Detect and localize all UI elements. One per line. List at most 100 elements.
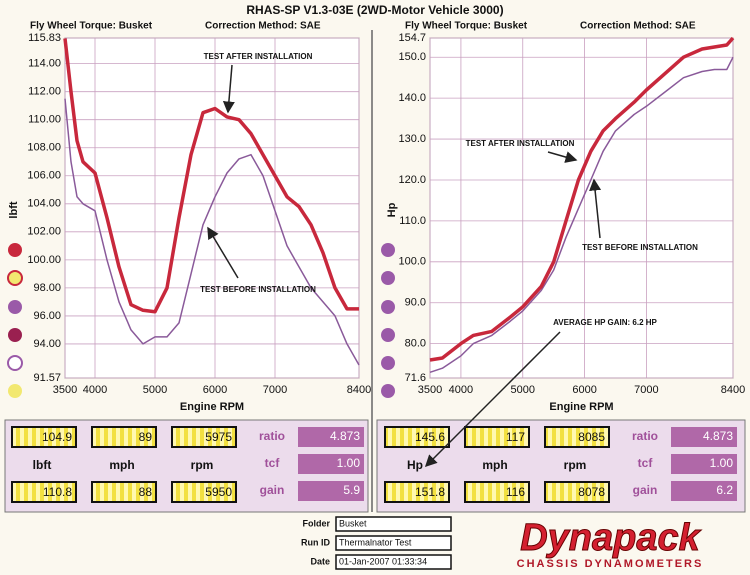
info: Fly Wheel Torque: Busket [30, 21, 153, 32]
y-tick-label: 90.0 [405, 297, 426, 309]
x-tick-label: 3500 [418, 384, 442, 396]
param-box [671, 454, 737, 474]
param-label: gain [260, 483, 285, 497]
field-label: Folder [302, 518, 330, 528]
param-box [671, 481, 737, 501]
param-value: 4.873 [330, 429, 360, 443]
y-tick-label: 80.0 [405, 338, 426, 350]
param-value: 4.873 [703, 429, 733, 443]
y-tick-label: 108.00 [27, 142, 61, 154]
x-tick-label: 4000 [449, 384, 473, 396]
title: RHAS-SP V1.3-03E (2WD-Motor Vehicle 3000… [246, 3, 503, 17]
param-box [298, 481, 364, 501]
info: Fly Wheel Torque: Busket [405, 21, 528, 32]
y-tick-label: 96.00 [33, 310, 61, 322]
param-label: ratio [632, 429, 658, 443]
y-tick-label: 150.0 [398, 51, 426, 63]
value: 145.6 [415, 430, 445, 444]
y-tick-label: 100.00 [27, 254, 61, 266]
unit: rpm [191, 458, 214, 472]
info: Correction Method: SAE [205, 21, 321, 32]
y-tick-label: 140.0 [398, 92, 426, 104]
annotation: TEST AFTER INSTALLATION [204, 52, 313, 61]
field-box [335, 554, 452, 570]
arrow [424, 331, 561, 468]
y-tick-label: 110.00 [28, 114, 61, 126]
indicators [7, 243, 395, 398]
unit: lbft [33, 458, 52, 472]
series-line [63, 38, 359, 314]
param-box [671, 427, 737, 447]
x-tick-label: 8400 [347, 384, 371, 396]
arrow [207, 226, 239, 279]
plot-area [64, 37, 360, 379]
value: 117 [506, 430, 525, 444]
x-tick-label: 6000 [203, 384, 227, 396]
value: 110.8 [43, 485, 72, 499]
y-tick-label: 154.7 [398, 32, 426, 44]
y-tick-label: 130.0 [398, 133, 426, 145]
param-label: tcf [265, 456, 281, 470]
value: 104.9 [42, 430, 72, 444]
y-tick-label: 114.00 [28, 58, 61, 70]
x-tick-label: 6000 [572, 384, 596, 396]
field-value: 01-Jan-2007 01:33:34 [339, 556, 427, 566]
field-box [335, 535, 452, 551]
value-box [384, 426, 450, 448]
value-box [544, 426, 610, 448]
value-box [11, 426, 77, 448]
series-line [429, 36, 735, 362]
unit: mph [482, 458, 507, 472]
x-tick-label: 5000 [143, 384, 167, 396]
field-value: Thermalnator Test [339, 537, 412, 547]
series-line [64, 98, 360, 366]
x-tick-label: 7000 [263, 384, 287, 396]
y-tick-label: 120.0 [398, 174, 426, 186]
series-line [429, 56, 734, 374]
field-label: Date [310, 556, 330, 566]
field-value: Busket [339, 518, 367, 528]
y-tick-label: 94.00 [33, 338, 61, 350]
annotation: AVERAGE HP GAIN: 6.2 HP [553, 318, 657, 327]
param-value: 5.9 [343, 483, 360, 497]
unit: mph [109, 458, 134, 472]
value: 8078 [578, 485, 605, 499]
x-axis-label: Engine RPM [180, 401, 244, 413]
y-axis-label: Hp [386, 202, 398, 217]
tagline: CHASSIS DYNAMOMETERS [517, 558, 704, 570]
info: Correction Method: SAE [580, 21, 696, 32]
value: 89 [139, 430, 153, 444]
y-tick-label: 112.00 [28, 86, 61, 98]
arrow [547, 151, 578, 163]
value: 5950 [205, 485, 232, 499]
y-tick-label: 100.0 [398, 256, 426, 268]
y-tick-label: 104.00 [27, 198, 61, 210]
value-box [544, 481, 610, 503]
y-tick-label: 71.6 [405, 372, 426, 384]
x-tick-label: 3500 [53, 384, 77, 396]
logo: Dynapack [520, 517, 701, 559]
param-value: 6.2 [716, 483, 733, 497]
annotation: TEST BEFORE INSTALLATION [582, 243, 698, 252]
y-tick-label: 106.00 [27, 170, 61, 182]
x-axis-label: Engine RPM [549, 401, 613, 413]
field-box [335, 516, 452, 532]
param-value: 1.00 [710, 456, 734, 470]
value-box [171, 426, 237, 448]
param-value: 1.00 [337, 456, 361, 470]
value-box [11, 481, 77, 503]
x-tick-label: 4000 [83, 384, 107, 396]
param-label: tcf [638, 456, 654, 470]
value-box [384, 481, 450, 503]
x-tick-label: 8400 [721, 384, 745, 396]
y-tick-label: 115.83 [28, 32, 61, 44]
param-label: gain [633, 483, 658, 497]
annotation: TEST BEFORE INSTALLATION [200, 285, 316, 294]
y-tick-label: 98.00 [33, 282, 61, 294]
unit: rpm [564, 458, 587, 472]
x-tick-label: 5000 [511, 384, 535, 396]
value: 8085 [578, 430, 605, 444]
y-tick-label: 102.00 [27, 226, 61, 238]
value-box [464, 481, 530, 503]
unit: Hp [407, 458, 423, 472]
